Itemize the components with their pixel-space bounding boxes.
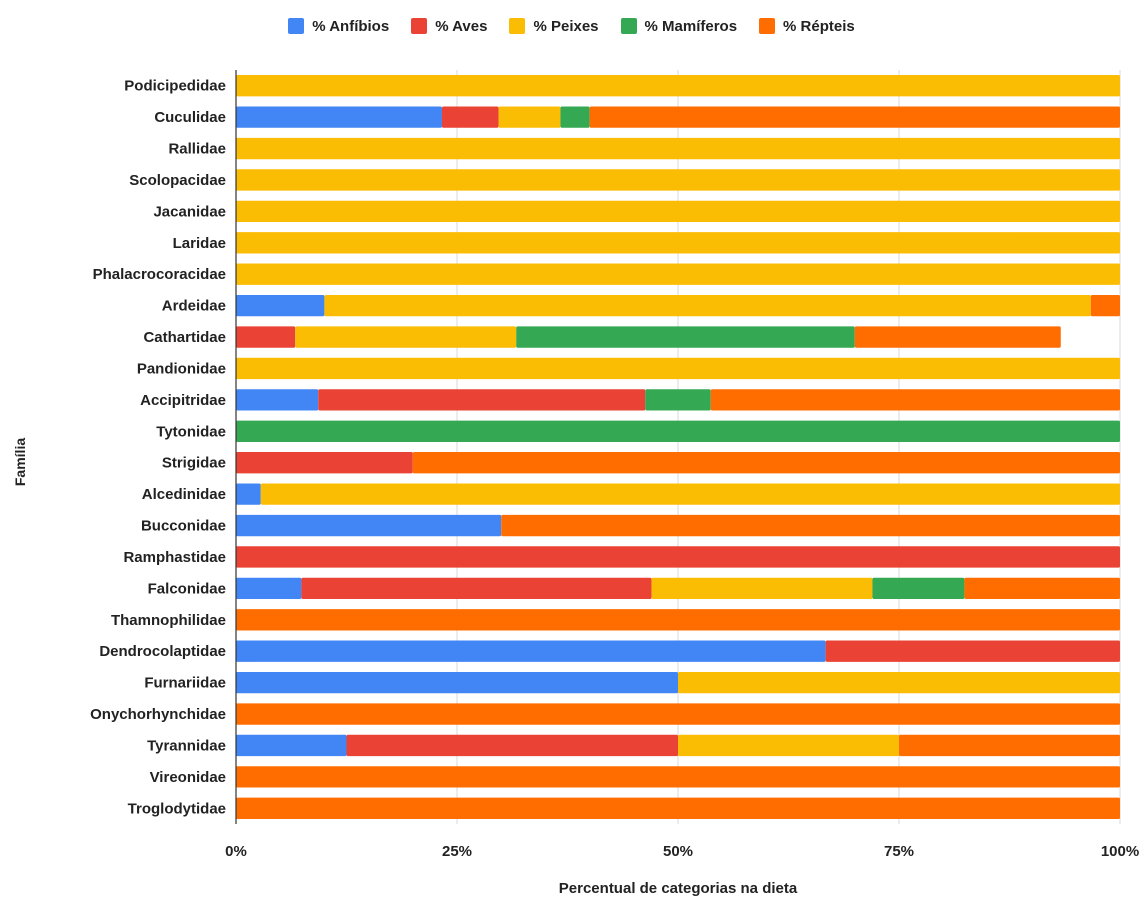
y-tick-label: Accipitridae (140, 392, 226, 409)
bar-segment[interactable] (710, 389, 1120, 411)
y-tick-label: Dendrocolaptidae (99, 643, 226, 660)
y-tick-label: Tytonidae (156, 423, 226, 440)
bar-segment[interactable] (825, 640, 1120, 662)
y-tick-label: Pandionidae (137, 360, 226, 377)
legend-swatch-aves (411, 18, 428, 34)
bar-segment[interactable] (236, 169, 1120, 191)
bar-segment[interactable] (236, 671, 678, 694)
x-tick-label: 0% (225, 843, 247, 860)
y-tick-label: Phalacrocoracidae (93, 266, 226, 283)
legend-label-peixes: % Peixes (533, 17, 599, 35)
bar-segment[interactable] (260, 483, 1120, 505)
bar-segment[interactable] (964, 577, 1120, 600)
bar-segment[interactable] (236, 263, 1120, 285)
y-tick-label: Vireonidae (150, 769, 226, 786)
y-tick-label: Troglodytidae (128, 800, 226, 817)
legend-swatch-peixes (509, 18, 526, 34)
legend-label-repteis: % Répteis (783, 17, 855, 35)
bar-segment[interactable] (236, 483, 261, 505)
bar-segment[interactable] (318, 389, 646, 411)
bar-segment[interactable] (412, 452, 1120, 474)
y-tick-label: Furnariidae (144, 675, 226, 692)
bar-segment[interactable] (324, 294, 1091, 317)
bar-segment[interactable] (236, 137, 1120, 160)
bar-segment[interactable] (651, 577, 873, 600)
bar-segment[interactable] (236, 546, 1120, 568)
y-tick-label: Onychorhynchidae (90, 706, 226, 723)
bar-segment[interactable] (516, 326, 855, 348)
bar-segment[interactable] (678, 734, 899, 757)
legend-item-aves[interactable]: % Aves (411, 18, 487, 35)
legend-item-mamiferos[interactable]: % Mamíferos (620, 17, 738, 35)
bar-segment[interactable] (236, 420, 1120, 442)
x-axis-title: Percentual de categorias na dieta (558, 880, 798, 897)
bar-segment[interactable] (301, 577, 652, 600)
y-tick-label: Bucconidae (141, 518, 226, 535)
bar-segment[interactable] (236, 106, 442, 128)
bar-segment[interactable] (236, 609, 1120, 631)
legend-label-mamiferos: % Mamíferos (644, 17, 738, 35)
y-tick-label: Ardeidae (162, 298, 226, 315)
bar-segment[interactable] (236, 766, 1120, 788)
bar-segment[interactable] (236, 294, 325, 317)
bar-segment[interactable] (236, 640, 826, 662)
bar-segment[interactable] (236, 514, 502, 537)
y-tick-label: Thamnophilidae (111, 612, 226, 629)
legend-swatch-mamiferos (620, 18, 637, 34)
bar-segment[interactable] (678, 671, 1120, 694)
legend-item-peixes[interactable]: % Peixes (509, 17, 599, 35)
bar-segment[interactable] (645, 389, 711, 411)
bar-segment[interactable] (236, 326, 296, 348)
bar-segment[interactable] (236, 389, 319, 411)
bar-segment[interactable] (236, 232, 1120, 254)
x-tick-label: 75% (884, 843, 914, 860)
y-tick-label: Rallidae (168, 141, 226, 158)
legend-swatch-repteis (759, 18, 776, 34)
bar-segment[interactable] (899, 734, 1120, 757)
bar-segment[interactable] (560, 106, 590, 128)
y-tick-label: Cuculidae (154, 109, 226, 126)
bar-segment[interactable] (236, 357, 1120, 380)
legend-swatch-anfibios (288, 18, 305, 34)
legend-label-anfibios: % Anfíbios (312, 17, 390, 35)
legend-item-anfibios[interactable]: % Anfíbios (288, 18, 389, 35)
y-tick-label: Podicipedidae (124, 78, 226, 95)
y-tick-label: Cathartidae (143, 329, 226, 346)
y-tick-label: Jacanidae (153, 203, 226, 220)
y-tick-label: Strigidae (162, 455, 226, 472)
bar-segment[interactable] (236, 703, 1120, 725)
bar-segment[interactable] (854, 326, 1061, 348)
legend: % Anfíbios % Aves % Peixes % Mamíferos %… (0, 14, 1143, 38)
bar-segment[interactable] (441, 106, 499, 128)
bar-segment[interactable] (1090, 294, 1120, 317)
y-tick-label: Alcedinidae (142, 486, 226, 503)
legend-item-repteis[interactable]: % Répteis (759, 18, 855, 35)
legend-label-aves: % Aves (435, 17, 488, 35)
y-tick-label: Ramphastidae (123, 549, 226, 566)
bar-segment[interactable] (295, 326, 517, 348)
x-tick-label: 100% (1101, 843, 1139, 860)
bar-segment[interactable] (498, 106, 561, 128)
bar-segment[interactable] (236, 797, 1120, 819)
y-tick-label: Scolopacidae (129, 172, 226, 189)
bar-segment[interactable] (236, 734, 347, 757)
x-tick-label: 25% (442, 843, 472, 860)
bar-segment[interactable] (501, 514, 1120, 537)
x-tick-label: 50% (663, 843, 693, 860)
y-tick-label: Falconidae (148, 580, 226, 597)
bar-segment[interactable] (346, 734, 679, 757)
bar-segment[interactable] (236, 200, 1120, 223)
y-axis-title: Família (12, 437, 28, 487)
bar-segment[interactable] (589, 106, 1120, 128)
y-tick-label: Tyrannidae (147, 737, 226, 754)
bar-segment[interactable] (236, 75, 1120, 97)
bar-segment[interactable] (236, 577, 302, 600)
y-tick-label: Laridae (173, 235, 226, 252)
bar-segment[interactable] (236, 452, 413, 474)
bar-segment[interactable] (872, 577, 965, 600)
